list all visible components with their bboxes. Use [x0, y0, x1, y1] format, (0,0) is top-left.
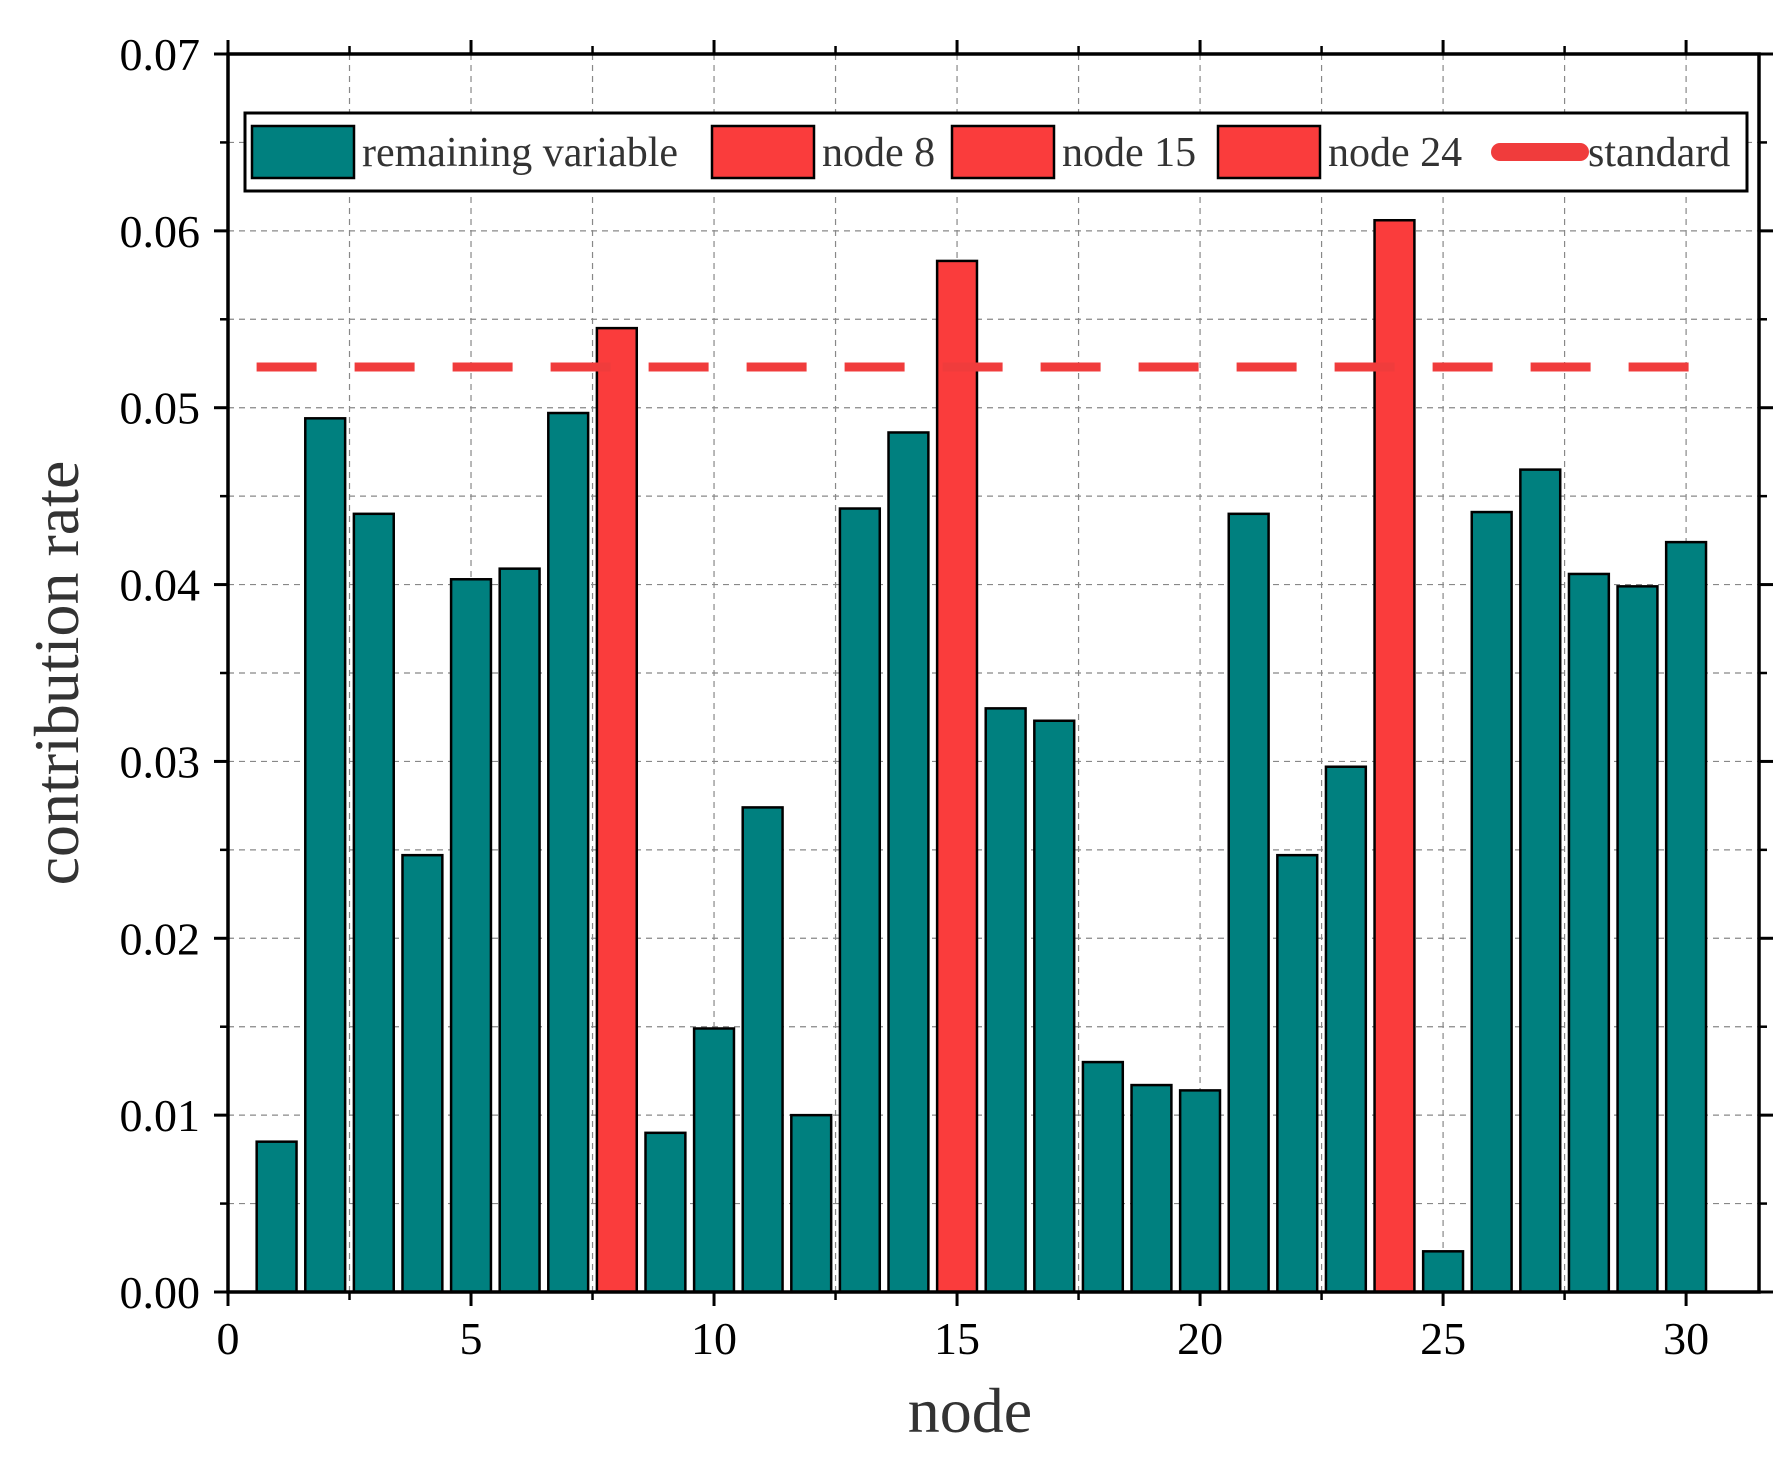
bar — [1130, 1083, 1173, 1294]
x-axis-title: node — [908, 1375, 1032, 1446]
legend-label: remaining variable — [362, 130, 678, 176]
legend-swatch — [950, 124, 1056, 180]
legend: remaining variable node 8 node 15 node 24 st… — [243, 111, 1749, 193]
x-tick-labels: 0 5 10 15 20 25 30 — [217, 1313, 1710, 1364]
x-tick-label: 30 — [1663, 1313, 1709, 1364]
bar — [1421, 1250, 1465, 1294]
x-tick-label: 25 — [1420, 1313, 1466, 1364]
y-tick-label: 0.05 — [120, 383, 201, 434]
bar — [304, 417, 347, 1294]
bars — [255, 218, 1708, 1294]
bar — [741, 806, 784, 1294]
axis-ticks — [214, 40, 1773, 1306]
y-axis-title: contribution rate — [21, 461, 92, 886]
bar — [887, 431, 930, 1294]
bar — [547, 411, 590, 1294]
y-tick-labels: 0.00 0.01 0.02 0.03 0.04 0.05 0.06 0.07 — [120, 29, 201, 1318]
legend-label: node 15 — [1062, 130, 1196, 176]
bar — [1276, 853, 1319, 1294]
legend-label: node 24 — [1328, 130, 1462, 176]
bar — [790, 1113, 833, 1294]
bar — [644, 1131, 687, 1294]
bar — [984, 707, 1027, 1294]
bar-node-8 — [595, 326, 639, 1294]
y-tick-label: 0.00 — [120, 1267, 201, 1318]
bar — [1664, 540, 1708, 1294]
bar — [401, 853, 444, 1294]
bar — [352, 512, 395, 1294]
bar — [1567, 572, 1611, 1294]
bar — [1324, 765, 1368, 1294]
y-tick-label: 0.02 — [120, 913, 201, 964]
x-tick-label: 5 — [460, 1313, 483, 1364]
x-tick-label: 10 — [691, 1313, 737, 1364]
bar-node-15 — [935, 259, 979, 1294]
legend-swatch — [250, 124, 356, 180]
legend-label: node 8 — [822, 130, 935, 176]
y-tick-label: 0.07 — [120, 29, 201, 80]
bar — [838, 507, 882, 1294]
bar — [255, 1140, 298, 1294]
bar-node-24 — [1373, 218, 1416, 1294]
y-tick-label: 0.01 — [120, 1090, 201, 1141]
bar — [449, 578, 493, 1294]
bar — [692, 1027, 736, 1294]
x-tick-label: 15 — [934, 1313, 980, 1364]
y-tick-label: 0.03 — [120, 736, 201, 787]
legend-swatch — [1216, 124, 1322, 180]
y-tick-label: 0.04 — [120, 560, 201, 611]
bar — [1227, 512, 1270, 1294]
bar — [1616, 585, 1659, 1294]
bar — [498, 567, 541, 1294]
bar — [1178, 1089, 1222, 1294]
bar — [1033, 719, 1076, 1294]
legend-label: standard — [1588, 130, 1730, 176]
y-tick-label: 0.06 — [120, 206, 201, 257]
bar — [1470, 510, 1513, 1294]
bar — [1081, 1060, 1125, 1294]
legend-swatch — [710, 124, 816, 180]
bar — [1519, 468, 1562, 1294]
x-tick-label: 0 — [217, 1313, 240, 1364]
x-tick-label: 20 — [1177, 1313, 1223, 1364]
